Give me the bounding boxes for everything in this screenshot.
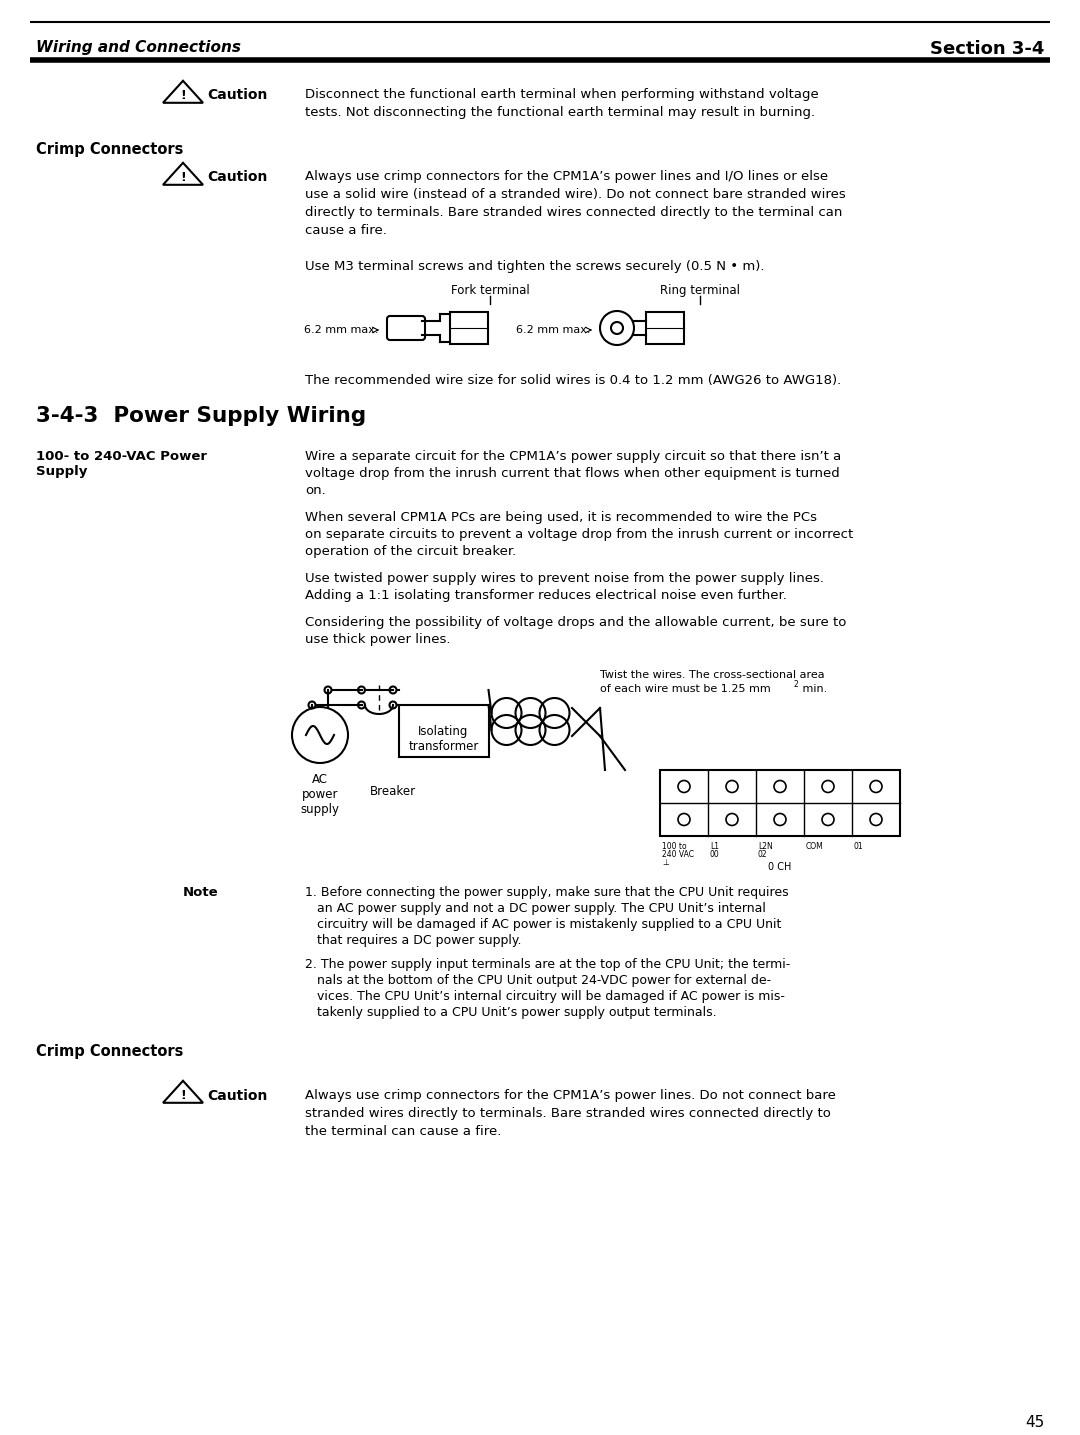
Text: Twist the wires. The cross-sectional area: Twist the wires. The cross-sectional are…: [600, 670, 825, 680]
Bar: [646, 311, 684, 344]
Text: AC
power
supply: AC power supply: [300, 773, 339, 817]
Text: Use M3 terminal screws and tighten the screws securely (0.5 N • m).: Use M3 terminal screws and tighten the s…: [305, 260, 765, 273]
Text: vices. The CPU Unit’s internal circuitry will be damaged if AC power is mis-: vices. The CPU Unit’s internal circuitry…: [305, 990, 785, 1003]
Text: min.: min.: [799, 684, 827, 695]
Text: 2: 2: [793, 680, 798, 689]
Text: voltage drop from the inrush current that flows when other equipment is turned: voltage drop from the inrush current tha…: [305, 466, 840, 479]
Text: nals at the bottom of the CPU Unit output 24-VDC power for external de-: nals at the bottom of the CPU Unit outpu…: [305, 974, 771, 987]
FancyBboxPatch shape: [387, 316, 426, 340]
Bar: [660, 771, 900, 837]
Text: 02: 02: [758, 850, 768, 860]
Text: of each wire must be 1.25 mm: of each wire must be 1.25 mm: [600, 684, 771, 695]
Text: 01: 01: [854, 842, 864, 851]
Text: Isolating
transformer: Isolating transformer: [408, 725, 478, 753]
Text: 0 CH: 0 CH: [768, 862, 792, 872]
Text: L1: L1: [710, 842, 719, 851]
Text: on separate circuits to prevent a voltage drop from the inrush current or incorr: on separate circuits to prevent a voltag…: [305, 528, 853, 541]
Text: !: !: [180, 89, 186, 102]
Text: Fork terminal: Fork terminal: [450, 284, 529, 297]
Text: Caution: Caution: [207, 169, 268, 184]
Text: !: !: [180, 1089, 186, 1102]
Text: When several CPM1A PCs are being used, it is recommended to wire the PCs: When several CPM1A PCs are being used, i…: [305, 511, 816, 524]
Text: Wire a separate circuit for the CPM1A’s power supply circuit so that there isn’t: Wire a separate circuit for the CPM1A’s …: [305, 451, 841, 464]
Text: Adding a 1:1 isolating transformer reduces electrical noise even further.: Adding a 1:1 isolating transformer reduc…: [305, 588, 787, 603]
Text: Considering the possibility of voltage drops and the allowable current, be sure : Considering the possibility of voltage d…: [305, 616, 847, 629]
Text: Caution: Caution: [207, 1089, 268, 1104]
Text: ⊥: ⊥: [662, 858, 669, 867]
Bar: [399, 705, 488, 758]
Text: 100- to 240-VAC Power
Supply: 100- to 240-VAC Power Supply: [36, 451, 207, 478]
Text: COM: COM: [806, 842, 824, 851]
Text: Crimp Connectors: Crimp Connectors: [36, 1045, 184, 1059]
Text: use a solid wire (instead of a stranded wire). Do not connect bare stranded wire: use a solid wire (instead of a stranded …: [305, 188, 846, 201]
Text: that requires a DC power supply.: that requires a DC power supply.: [305, 934, 522, 947]
Text: Use twisted power supply wires to prevent noise from the power supply lines.: Use twisted power supply wires to preven…: [305, 573, 824, 585]
Text: Always use crimp connectors for the CPM1A’s power lines. Do not connect bare: Always use crimp connectors for the CPM1…: [305, 1089, 836, 1102]
Text: Crimp Connectors: Crimp Connectors: [36, 142, 184, 156]
Text: an AC power supply and not a DC power supply. The CPU Unit’s internal: an AC power supply and not a DC power su…: [305, 903, 766, 916]
Text: circuitry will be damaged if AC power is mistakenly supplied to a CPU Unit: circuitry will be damaged if AC power is…: [305, 918, 781, 931]
Text: 240 VAC: 240 VAC: [662, 850, 694, 860]
Text: 6.2 mm max.: 6.2 mm max.: [516, 324, 591, 334]
Text: The recommended wire size for solid wires is 0.4 to 1.2 mm (AWG26 to AWG18).: The recommended wire size for solid wire…: [305, 375, 841, 387]
Text: use thick power lines.: use thick power lines.: [305, 633, 450, 646]
Text: Always use crimp connectors for the CPM1A’s power lines and I/O lines or else: Always use crimp connectors for the CPM1…: [305, 169, 828, 184]
Text: 00: 00: [710, 850, 719, 860]
Text: operation of the circuit breaker.: operation of the circuit breaker.: [305, 545, 516, 558]
Text: stranded wires directly to terminals. Bare stranded wires connected directly to: stranded wires directly to terminals. Ba…: [305, 1106, 831, 1119]
Text: takenly supplied to a CPU Unit’s power supply output terminals.: takenly supplied to a CPU Unit’s power s…: [305, 1006, 717, 1019]
Text: !: !: [180, 171, 186, 184]
Bar: [450, 311, 488, 344]
Text: the terminal can cause a fire.: the terminal can cause a fire.: [305, 1125, 501, 1138]
Text: 2. The power supply input terminals are at the top of the CPU Unit; the termi-: 2. The power supply input terminals are …: [305, 959, 791, 971]
Text: tests. Not disconnecting the functional earth terminal may result in burning.: tests. Not disconnecting the functional …: [305, 106, 815, 119]
Text: Breaker: Breaker: [370, 785, 416, 798]
Text: 100 to: 100 to: [662, 842, 687, 851]
Text: 45: 45: [1025, 1415, 1044, 1431]
Text: Ring terminal: Ring terminal: [660, 284, 740, 297]
Text: Section 3-4: Section 3-4: [930, 40, 1044, 57]
Text: Note: Note: [183, 885, 218, 898]
Text: 3-4-3  Power Supply Wiring: 3-4-3 Power Supply Wiring: [36, 406, 366, 426]
Text: Wiring and Connections: Wiring and Connections: [36, 40, 241, 55]
Text: cause a fire.: cause a fire.: [305, 224, 387, 237]
Text: on.: on.: [305, 484, 326, 497]
Text: directly to terminals. Bare stranded wires connected directly to the terminal ca: directly to terminals. Bare stranded wir…: [305, 207, 842, 220]
Text: 1. Before connecting the power supply, make sure that the CPU Unit requires: 1. Before connecting the power supply, m…: [305, 885, 788, 898]
Text: Disconnect the functional earth terminal when performing withstand voltage: Disconnect the functional earth terminal…: [305, 88, 819, 100]
Text: 6.2 mm max.: 6.2 mm max.: [303, 324, 378, 334]
Text: Caution: Caution: [207, 88, 268, 102]
Text: L2N: L2N: [758, 842, 773, 851]
